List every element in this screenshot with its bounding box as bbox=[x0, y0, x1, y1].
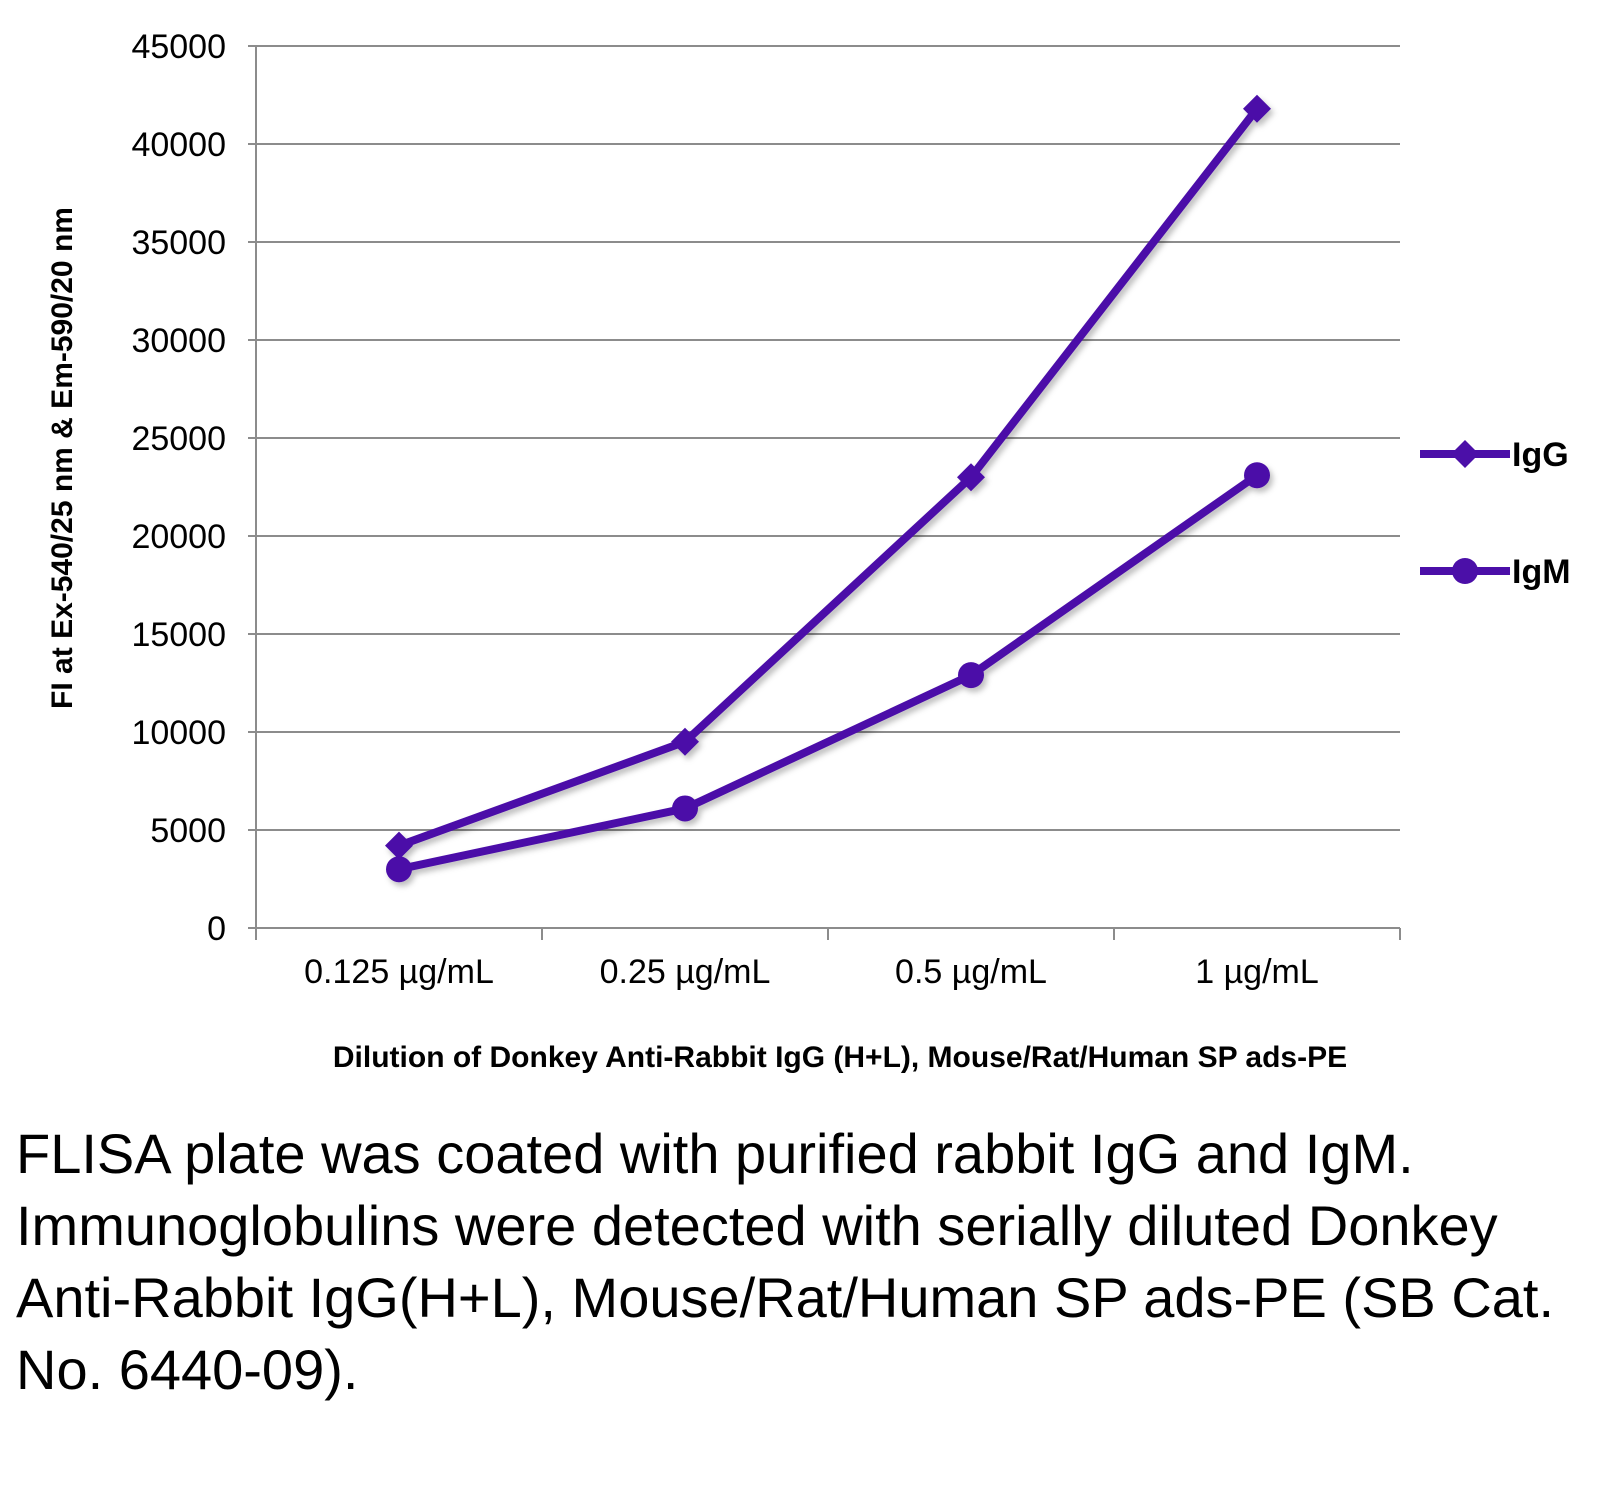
series-group bbox=[385, 94, 1271, 883]
data-point-IgM bbox=[958, 662, 984, 689]
x-axis-title: Dilution of Donkey Anti-Rabbit IgG (H+L)… bbox=[333, 1041, 1347, 1074]
legend-label-IgG: IgG bbox=[1512, 436, 1569, 474]
legend: IgG IgM bbox=[1420, 436, 1571, 591]
y-tick-label: 35000 bbox=[131, 224, 226, 262]
figure-caption: FLISA plate was coated with purified rab… bbox=[16, 1122, 1555, 1401]
gridlines bbox=[248, 45, 1400, 831]
axes bbox=[248, 46, 1401, 940]
x-tick-label: 1 µg/mL bbox=[1195, 953, 1319, 991]
data-point-IgM bbox=[672, 795, 698, 822]
x-tick-labels: 0.125 µg/mL 0.25 µg/mL 0.5 µg/mL 1 µg/mL bbox=[304, 953, 1319, 991]
y-tick-label: 15000 bbox=[131, 616, 226, 654]
legend-marker-IgM bbox=[1452, 558, 1478, 584]
y-axis-title: FI at Ex-540/25 nm & Em-590/20 nm bbox=[46, 207, 79, 709]
y-tick-label: 5000 bbox=[150, 812, 226, 850]
data-point-IgG bbox=[671, 727, 699, 756]
y-tick-labels: 0 5000 10000 15000 20000 25000 30000 35000 40000… bbox=[131, 28, 226, 948]
legend-label-IgM: IgM bbox=[1512, 553, 1571, 591]
data-point-IgG bbox=[385, 831, 413, 860]
y-tick-label: 10000 bbox=[131, 714, 226, 752]
data-point-IgM bbox=[1244, 462, 1270, 489]
y-tick-label: 25000 bbox=[131, 420, 226, 458]
data-point-IgG bbox=[1243, 94, 1271, 123]
legend-marker-IgG bbox=[1451, 440, 1479, 468]
x-tick-label: 0.5 µg/mL bbox=[895, 953, 1047, 991]
series-line-IgM bbox=[395, 471, 1261, 874]
series-line-IgG bbox=[395, 104, 1261, 850]
data-point-IgG bbox=[957, 463, 985, 492]
data-point-IgM bbox=[386, 856, 412, 883]
x-tick-label: 0.25 µg/mL bbox=[600, 953, 771, 991]
x-tick-label: 0.125 µg/mL bbox=[304, 953, 494, 991]
line-chart: 0 5000 10000 15000 20000 25000 30000 35000 40000… bbox=[46, 28, 1571, 1074]
y-tick-label: 0 bbox=[207, 910, 226, 948]
y-tick-label: 45000 bbox=[131, 28, 226, 66]
y-tick-label: 30000 bbox=[131, 322, 226, 360]
y-tick-label: 40000 bbox=[131, 126, 226, 164]
y-tick-label: 20000 bbox=[131, 518, 226, 556]
